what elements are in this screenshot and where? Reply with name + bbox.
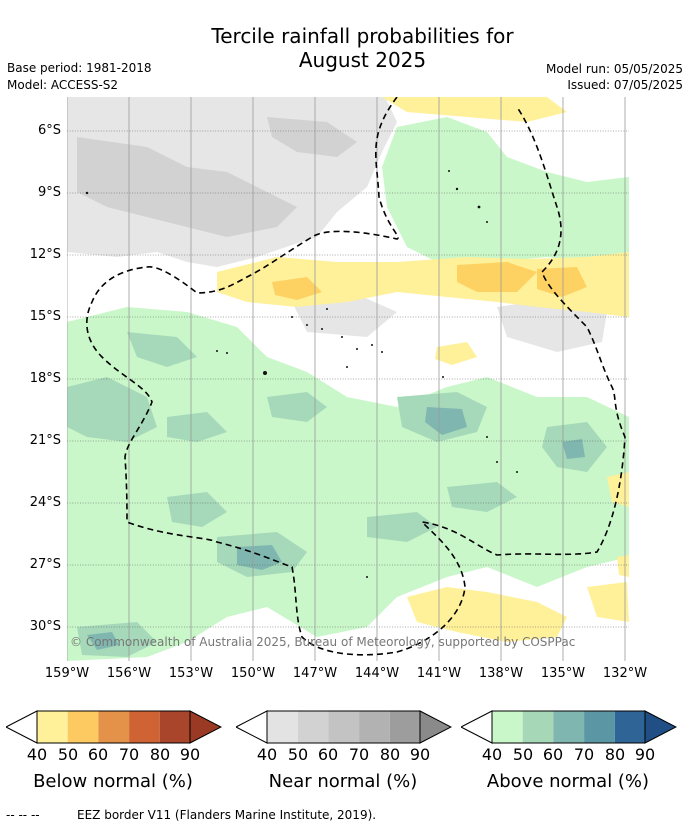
- islands: [85, 170, 518, 578]
- map-copyright: © Commonwealth of Australia 2025, Bureau…: [70, 635, 575, 649]
- meridians: [67, 97, 626, 661]
- lon-label-147w: 147°W: [292, 666, 338, 681]
- below-swatch-60: [98, 711, 130, 743]
- above-tick-60: 60: [542, 745, 564, 764]
- lat-label-27s: 27°S: [29, 557, 61, 572]
- model-run: Model run: 05/05/2025: [545, 62, 683, 76]
- below-swatch-40: [37, 711, 68, 743]
- below-tick-50: 50: [57, 745, 79, 764]
- graticule: [67, 130, 629, 628]
- near-swatch-80: [389, 711, 420, 743]
- lat-label-24s: 24°S: [29, 495, 61, 510]
- lat-label-15s: 15°S: [29, 309, 61, 324]
- near-swatch-70: [359, 711, 390, 743]
- above-swatch-60: [553, 711, 585, 743]
- above-normal-regions: [67, 117, 629, 661]
- rainfall-probability-map: © Commonwealth of Australia 2025, Bureau…: [67, 97, 629, 661]
- lat-label-30s: 30°S: [29, 619, 61, 634]
- near-swatch-50: [297, 711, 329, 743]
- lon-label-138w: 138°W: [478, 666, 524, 681]
- lat-label-18s: 18°S: [29, 371, 61, 386]
- near-tick-80: 80: [379, 745, 401, 764]
- above-swatch-80: [614, 711, 645, 743]
- above-tick-70: 70: [573, 745, 595, 764]
- colorbar-near-normal: [236, 710, 452, 744]
- near-tick-50: 50: [287, 745, 309, 764]
- above-normal-title: Above normal (%): [486, 771, 650, 792]
- lon-label-141w: 141°W: [416, 666, 462, 681]
- below-tick-40: 40: [26, 745, 48, 764]
- colorbar-below-normal: [6, 710, 222, 744]
- lon-label-135w: 135°W: [540, 666, 586, 681]
- below-tick-80: 80: [149, 745, 171, 764]
- near-tick-90: 90: [409, 745, 431, 764]
- lat-label-9s: 9°S: [37, 185, 61, 200]
- below-tick-60: 60: [87, 745, 109, 764]
- eez-legend-sample: -- -- --: [6, 808, 40, 822]
- lon-label-156w: 156°W: [106, 666, 152, 681]
- eez-legend-text: EEZ border V11 (Flanders Marine Institut…: [77, 808, 377, 822]
- below-tick-70: 70: [118, 745, 140, 764]
- near-tick-40: 40: [256, 745, 278, 764]
- above-swatch-40: [492, 711, 523, 743]
- below-tick-90: 90: [179, 745, 201, 764]
- near-tick-60: 60: [317, 745, 339, 764]
- above-swatch-50: [522, 711, 554, 743]
- lon-label-132w: 132°W: [602, 666, 648, 681]
- above-tick-40: 40: [481, 745, 503, 764]
- near-swatch-60: [328, 711, 360, 743]
- lon-label-144w: 144°W: [354, 666, 400, 681]
- below-swatch-80: [159, 711, 190, 743]
- lat-label-6s: 6°S: [37, 123, 61, 138]
- lat-label-12s: 12°S: [29, 247, 61, 262]
- lon-label-159w: 159°W: [44, 666, 90, 681]
- model-name: Model: ACCESS-S2: [7, 78, 119, 92]
- above-tick-80: 80: [604, 745, 626, 764]
- lon-label-150w: 150°W: [230, 666, 276, 681]
- map-title-line2: August 2025: [298, 48, 427, 72]
- above-tick-50: 50: [512, 745, 534, 764]
- below-swatch-70: [129, 711, 160, 743]
- near-swatch-40: [267, 711, 298, 743]
- issued-date: Issued: 07/05/2025: [567, 78, 683, 92]
- base-period: Base period: 1981-2018: [7, 61, 152, 75]
- colorbar-above-normal: [461, 710, 677, 744]
- near-normal-title: Near normal (%): [268, 771, 418, 792]
- lat-label-21s: 21°S: [29, 433, 61, 448]
- below-normal-title: Below normal (%): [33, 771, 193, 792]
- eez-borders: [86, 97, 626, 656]
- near-tick-70: 70: [348, 745, 370, 764]
- above-tick-90: 90: [634, 745, 656, 764]
- lon-label-153w: 153°W: [168, 666, 214, 681]
- above-swatch-70: [584, 711, 615, 743]
- map-title-line1: Tercile rainfall probabilities for: [211, 24, 514, 48]
- below-swatch-50: [67, 711, 99, 743]
- below-normal-regions: [217, 97, 629, 642]
- near-normal-regions: [67, 97, 629, 537]
